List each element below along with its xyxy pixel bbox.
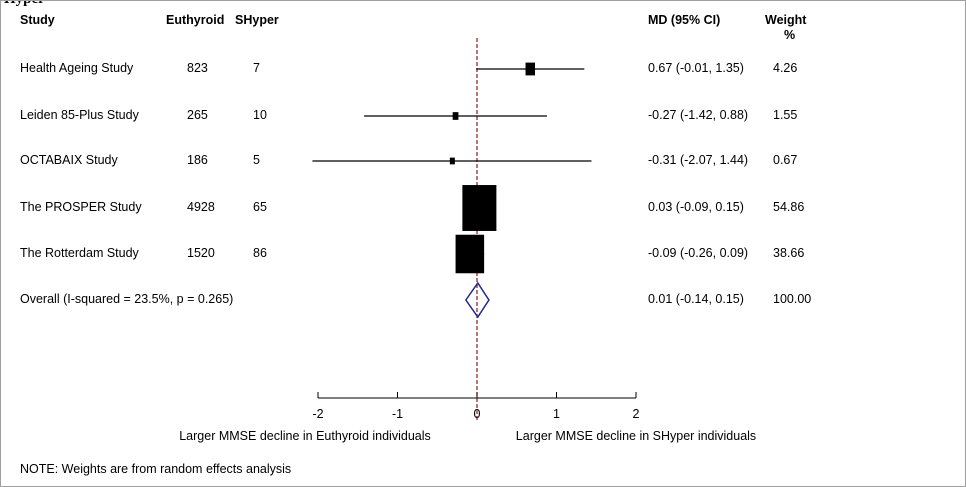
shyper-count: 5 xyxy=(253,153,260,167)
md-ci-text: -0.09 (-0.26, 0.09) xyxy=(648,246,749,260)
weight-text: 38.66 xyxy=(773,246,805,260)
euthyroid-count: 186 xyxy=(187,153,208,167)
study-name: OCTABAIX Study xyxy=(20,153,118,167)
x-tick-label: -2 xyxy=(312,407,323,421)
x-label-right: Larger MMSE decline in SHyper individual… xyxy=(516,429,756,443)
header-weight-unit: % xyxy=(784,28,796,42)
x-tick-label: 1 xyxy=(553,407,560,421)
study-name: The Rotterdam Study xyxy=(20,246,139,260)
header-weight: Weight xyxy=(765,13,807,27)
header-study: Study xyxy=(20,13,55,27)
header-euthyroid: Euthyroid xyxy=(166,13,225,27)
shyper-count: 7 xyxy=(253,61,260,75)
effect-marker xyxy=(455,234,485,274)
study-name: The PROSPER Study xyxy=(20,200,142,214)
weight-text: 0.67 xyxy=(773,153,798,167)
header-shyper: SHyper xyxy=(235,13,279,27)
weight-text: 54.86 xyxy=(773,200,805,214)
effect-marker xyxy=(452,112,459,120)
study-name: Health Ageing Study xyxy=(20,61,134,75)
md-ci-text: -0.27 (-1.42, 0.88) xyxy=(648,108,749,122)
md-ci-text: -0.31 (-2.07, 1.44) xyxy=(648,153,749,167)
cropped-title-fragment: Hyper xyxy=(4,0,45,8)
euthyroid-count: 265 xyxy=(187,108,208,122)
study-name: Leiden 85-Plus Study xyxy=(20,108,139,122)
effect-marker xyxy=(449,157,455,165)
overall-weight-text: 100.00 xyxy=(773,292,812,306)
x-label-left: Larger MMSE decline in Euthyroid individ… xyxy=(179,429,431,443)
md-ci-text: 0.67 (-0.01, 1.35) xyxy=(648,61,744,75)
overall-diamond xyxy=(464,281,490,319)
weight-text: 1.55 xyxy=(773,108,798,122)
x-tick-label: 0 xyxy=(474,407,481,421)
weight-text: 4.26 xyxy=(773,61,798,75)
effect-marker xyxy=(525,62,536,76)
footnote: NOTE: Weights are from random effects an… xyxy=(20,462,292,476)
euthyroid-count: 823 xyxy=(187,61,208,75)
md-ci-text: 0.03 (-0.09, 0.15) xyxy=(648,200,744,214)
effect-marker xyxy=(462,185,497,231)
euthyroid-count: 1520 xyxy=(187,246,215,260)
header-md-ci: MD (95% CI) xyxy=(648,13,721,27)
overall-md-ci-text: 0.01 (-0.14, 0.15) xyxy=(648,292,744,306)
x-tick-label: 2 xyxy=(633,407,640,421)
overall-label: Overall (I-squared = 23.5%, p = 0.265) xyxy=(20,292,234,306)
shyper-count: 10 xyxy=(253,108,267,122)
x-tick-label: -1 xyxy=(392,407,403,421)
euthyroid-count: 4928 xyxy=(187,200,215,214)
shyper-count: 65 xyxy=(253,200,267,214)
shyper-count: 86 xyxy=(253,246,267,260)
